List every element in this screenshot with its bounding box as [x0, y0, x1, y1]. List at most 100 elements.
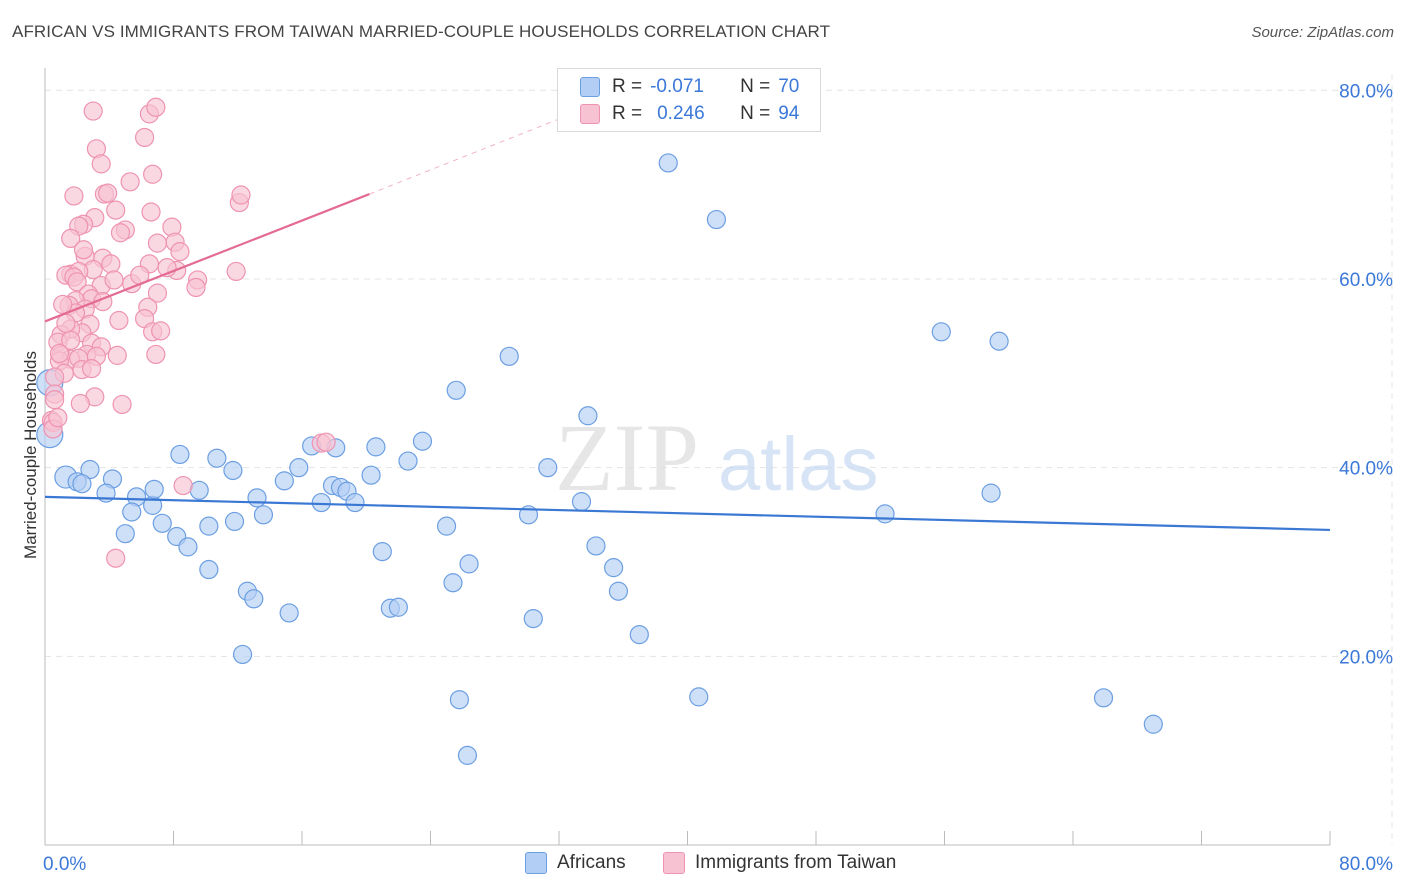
africans-point — [223, 460, 243, 481]
stats-legend-row-africans: R = -0.071 N = 70 — [580, 73, 799, 101]
taiwan-point — [91, 154, 111, 174]
taiwan-point — [151, 321, 171, 341]
africans-point — [247, 488, 267, 508]
taiwan-point — [109, 310, 129, 331]
africans-swatch — [580, 77, 600, 97]
legend-item-taiwan[interactable]: Immigrants from Taiwan — [663, 852, 896, 874]
africans-point — [989, 331, 1009, 351]
africans-point — [608, 581, 629, 601]
axes — [44, 68, 1331, 846]
series-legend: Africans Immigrants from Taiwan — [0, 852, 1406, 878]
africans-point — [115, 524, 135, 544]
africans-point — [398, 451, 418, 471]
africans-legend-swatch — [525, 852, 547, 874]
africans-point — [279, 603, 299, 623]
taiwan-point — [61, 228, 81, 249]
y-tick-label: 20.0% — [1339, 647, 1393, 668]
x-tick-label: 0.0% — [43, 854, 86, 875]
stats-legend: R = -0.071 N = 70 R = 0.246 N = 94 — [557, 68, 821, 132]
taiwan-point — [170, 242, 190, 262]
taiwan-point — [48, 408, 68, 428]
africans-point — [523, 608, 543, 629]
africans-point — [931, 322, 951, 342]
taiwan-point — [107, 345, 127, 365]
africans-point — [199, 559, 219, 580]
africans-point — [274, 471, 294, 491]
taiwan-point — [45, 390, 65, 410]
africans-point — [345, 492, 365, 513]
africans-point — [571, 492, 592, 512]
n-label: N = — [740, 103, 771, 124]
taiwan-point — [147, 283, 168, 303]
taiwan-point — [112, 394, 132, 415]
africans-point — [199, 516, 219, 536]
africans-point — [1143, 714, 1163, 734]
n-label: N = — [740, 76, 771, 97]
taiwan-point — [81, 358, 102, 379]
africans-point — [658, 153, 678, 173]
y-tick-label: 60.0% — [1339, 270, 1393, 291]
africans-point — [629, 625, 649, 645]
taiwan-swatch — [580, 104, 600, 124]
africans-point — [459, 554, 479, 574]
taiwan-point — [120, 172, 140, 192]
taiwan-point — [45, 367, 65, 387]
taiwan-point — [146, 97, 166, 117]
africans-point — [604, 558, 624, 578]
r-value: 0.246 — [657, 103, 705, 124]
taiwan-point — [56, 313, 76, 333]
africans-point — [499, 346, 519, 366]
taiwan-point — [231, 185, 251, 205]
taiwan-point — [110, 223, 131, 243]
tick-labels: 20.0% 40.0% 60.0% 80.0% 0.0% 80.0% — [43, 81, 1393, 875]
africans-point — [178, 537, 198, 557]
africans-point — [875, 504, 895, 524]
africans-point — [366, 437, 386, 457]
africans-point — [689, 687, 709, 707]
africans-point — [388, 597, 408, 617]
taiwan-point — [70, 393, 90, 414]
taiwan-point — [49, 343, 70, 364]
n-value: 70 — [778, 76, 800, 97]
taiwan-point — [134, 127, 155, 148]
taiwan-point — [143, 164, 163, 184]
x-tick-label: 80.0% — [1339, 854, 1393, 875]
africans-point — [232, 644, 253, 665]
africans-point — [144, 479, 164, 499]
r-label: R = — [612, 103, 643, 124]
taiwan-point — [186, 277, 206, 298]
africans-point — [207, 448, 227, 468]
africans-point — [152, 513, 172, 533]
africans-point — [412, 431, 433, 451]
africans-point — [578, 406, 598, 426]
taiwan-point — [64, 186, 84, 206]
taiwan-point — [53, 294, 73, 315]
taiwan-point — [106, 200, 126, 220]
y-tick-label: 40.0% — [1339, 459, 1393, 480]
africans-point — [449, 690, 470, 710]
taiwan-point — [98, 183, 118, 203]
r-label: R = — [612, 76, 643, 97]
africans-point — [244, 589, 264, 609]
legend-item-africans[interactable]: Africans — [525, 852, 626, 874]
africans-point — [224, 511, 245, 532]
africans-point — [72, 474, 92, 494]
y-axis-label: Married-couple Households — [21, 351, 40, 559]
africans-point — [446, 380, 466, 400]
taiwan-point — [146, 344, 166, 365]
taiwan-point — [173, 475, 193, 496]
watermark: ZIP atlas — [555, 404, 879, 511]
africans-trend-line — [44, 495, 1331, 532]
africans-point — [361, 465, 381, 485]
africans-point — [436, 516, 457, 536]
taiwan-trend-line — [44, 193, 370, 323]
africans-point — [311, 492, 331, 513]
africans-point — [189, 480, 209, 500]
taiwan-point — [73, 240, 94, 260]
africans-point — [586, 536, 606, 556]
watermark-atlas: atlas — [718, 422, 879, 507]
stats-legend-row-taiwan: R = 0.246 N = 94 — [580, 100, 799, 128]
taiwan-legend-swatch — [663, 852, 685, 874]
n-value: 94 — [778, 103, 800, 124]
